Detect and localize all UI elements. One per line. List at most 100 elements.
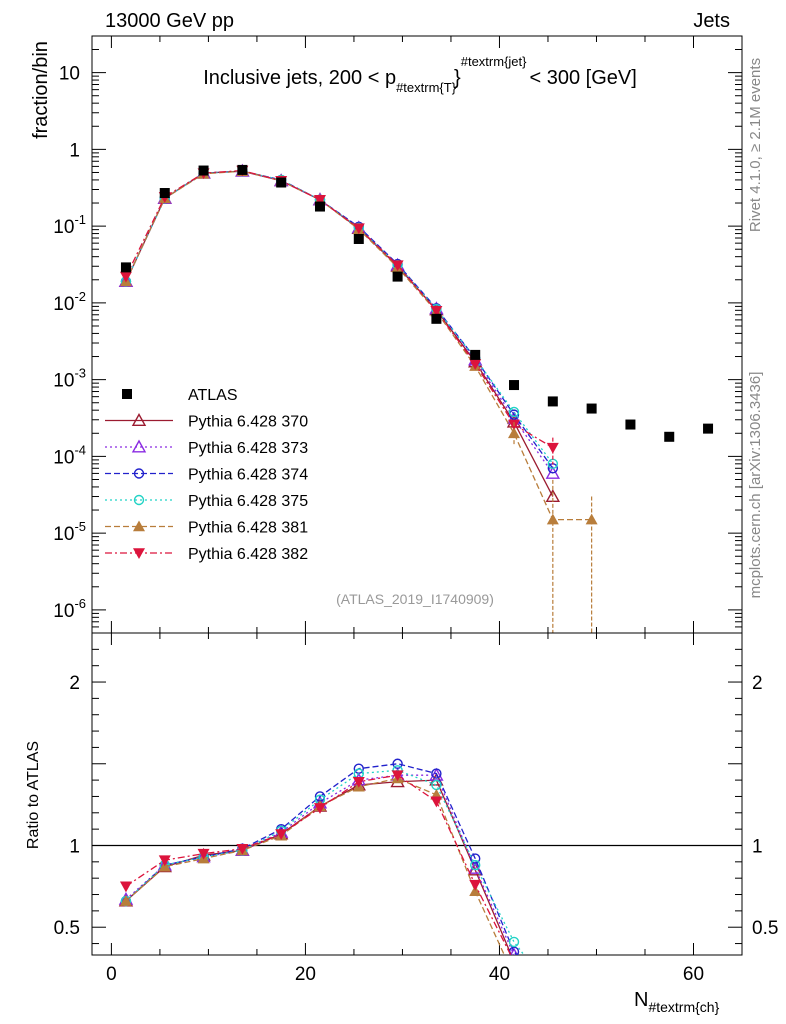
- y-tick-label: 10-3: [53, 366, 86, 392]
- legend-label: Pythia 6.428 374: [188, 467, 308, 484]
- legend-marker: [133, 548, 145, 559]
- main-panel: 10-6 10-5 10-4 10-3 10-2 10-1 1 10: [53, 35, 743, 645]
- title-subscript: #textrm{T}: [396, 80, 457, 95]
- chart-title: Inclusive jets, 200 < p#textrm{T}}#textr…: [203, 54, 637, 95]
- legend: ATLAS Pythia 6.428 370 Pythia 6.428 373 Pyt…: [105, 387, 308, 563]
- ratio-point: [508, 936, 520, 948]
- data-point: [237, 164, 248, 175]
- legend-label: Pythia 6.428 382: [188, 546, 308, 563]
- y-tick-label: 10-6: [53, 596, 86, 622]
- series-point: [352, 223, 365, 235]
- data-point: [276, 177, 287, 188]
- series-point: [585, 513, 598, 525]
- ratio-point: [392, 758, 403, 769]
- legend-label: ATLAS: [188, 387, 238, 404]
- series-point: [546, 442, 559, 454]
- ratio-axis-label: Ratio to ATLAS: [25, 741, 42, 849]
- ratio-line: [125, 774, 512, 955]
- ratio-point: [119, 881, 132, 893]
- ratio-point: [236, 843, 249, 855]
- legend-label: Pythia 6.428 373: [188, 440, 308, 457]
- ratio-point: [313, 803, 326, 814]
- data-point: [586, 403, 597, 414]
- ratio-point: [431, 768, 442, 779]
- legend-marker: [133, 520, 145, 532]
- ratio-tick-label: 0.5: [54, 918, 80, 939]
- ratio-point: [275, 829, 288, 841]
- legend-label: Pythia 6.428 381: [188, 520, 308, 537]
- ratio-point: [470, 853, 481, 864]
- x-axis-label: N#textrm{ch}: [634, 989, 720, 1015]
- y-axis-label: fraction/bin: [30, 41, 52, 139]
- y-tick-label: 10-5: [53, 519, 86, 545]
- data-point: [314, 201, 325, 212]
- ratio-point: [158, 855, 171, 867]
- series-line: [125, 169, 554, 449]
- ratio-point: [430, 796, 443, 808]
- series-point: [430, 305, 443, 317]
- ratio-point: [391, 770, 404, 782]
- header-left: 13000 GeV pp: [105, 10, 234, 32]
- y-tick-label: 10-4: [53, 442, 86, 468]
- ratio-line: [125, 769, 525, 955]
- ratio-tick-label-right: 1: [752, 836, 763, 857]
- data-point: [509, 380, 520, 391]
- y-tick-label: 10-2: [53, 289, 86, 315]
- data-point: [353, 233, 364, 244]
- ratio-point: [468, 862, 483, 876]
- header-right: Jets: [693, 10, 730, 32]
- data-point: [198, 165, 209, 176]
- mcplots-label: mcplots.cern.ch [arXiv:1306.3436]: [747, 372, 764, 599]
- x-tick-label: 20: [295, 964, 316, 985]
- data-point: [703, 423, 714, 434]
- series-point: [391, 260, 404, 272]
- ratio-frame: [91, 632, 743, 956]
- ratio-point: [352, 776, 365, 788]
- legend-marker: [131, 439, 147, 453]
- legend-marker: [131, 413, 147, 426]
- series-point: [545, 465, 561, 479]
- legend-marker: [133, 494, 145, 506]
- legend-label: Pythia 6.428 375: [188, 493, 308, 510]
- legend-marker: [133, 468, 145, 479]
- title-suffix: < 300 [GeV]: [530, 67, 637, 89]
- series-point: [313, 195, 326, 206]
- data-point: [625, 419, 636, 430]
- data-point: [470, 349, 481, 360]
- data-point: [664, 431, 675, 442]
- x-tick-label: 40: [489, 964, 510, 985]
- ratio-point: [197, 848, 210, 860]
- series-point: [508, 409, 520, 420]
- series-point: [508, 427, 521, 439]
- ratio-tick-label-right: 2: [752, 673, 763, 694]
- main-plot-area: [118, 163, 714, 633]
- rivet-label: Rivet 4.1.0, ≥ 2.1M events: [747, 58, 764, 232]
- ratio-point: [119, 895, 132, 906]
- ratio-tick-label: 1: [69, 836, 80, 857]
- series-point: [119, 271, 132, 283]
- x-tick-label: 60: [683, 964, 704, 985]
- series-point: [508, 406, 520, 418]
- data-point: [392, 271, 403, 282]
- ratio-panel: 0 20 40 60 0.5 0.5 1 1 2 2: [54, 632, 778, 985]
- analysis-watermark: (ATLAS_2019_I1740909): [336, 591, 494, 607]
- ratio-plot-area: [118, 758, 525, 955]
- ratio-tick-label: 2: [69, 673, 80, 694]
- data-point: [431, 313, 442, 324]
- ratio-point: [470, 859, 481, 871]
- series-point: [469, 359, 482, 370]
- title-superscript: #textrm{jet}: [461, 54, 527, 69]
- title-prefix: Inclusive jets, 200 < p: [203, 67, 396, 89]
- ratio-line: [125, 779, 512, 955]
- data-point: [547, 396, 558, 407]
- ratio-point: [469, 879, 482, 891]
- ratio-tick-label-right: 0.5: [752, 918, 778, 939]
- data-point: [159, 188, 170, 199]
- y-tick-label: 10: [59, 64, 80, 85]
- legend-marker: [122, 389, 132, 399]
- x-tick-label: 0: [106, 964, 117, 985]
- y-tick-label: 10-1: [53, 212, 86, 238]
- y-tick-label: 1: [69, 140, 80, 161]
